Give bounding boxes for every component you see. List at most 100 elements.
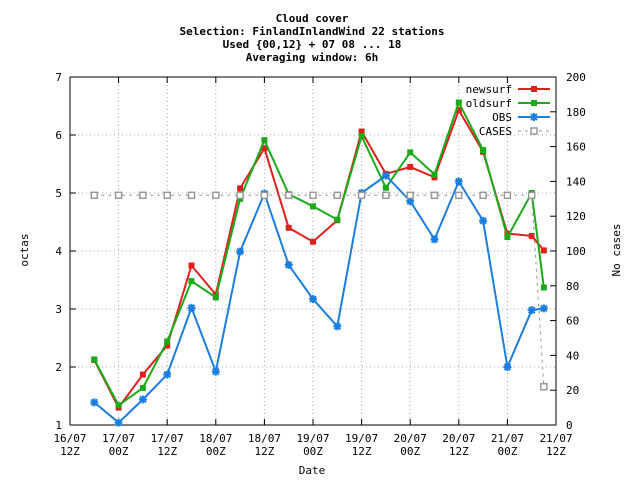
data-point: [358, 133, 365, 140]
chart-title: Cloud cover: [276, 12, 349, 25]
y-tick-label: 4: [55, 245, 62, 258]
data-point: [90, 398, 99, 407]
data-point: [539, 304, 548, 313]
data-point: [115, 402, 122, 409]
chart-subtitle-line-3: Averaging window: 6h: [246, 51, 378, 64]
data-point: [357, 191, 366, 200]
y-tick-label: 7: [55, 71, 62, 84]
axes: 123456702040608010012014016018020016/071…: [53, 71, 585, 458]
data-point: [455, 99, 462, 106]
data-point: [90, 191, 99, 200]
y2-tick-label: 120: [566, 210, 586, 223]
x-tick-label-date: 16/07: [53, 432, 86, 445]
x-tick-label-hour: 00Z: [109, 445, 129, 458]
data-point: [261, 145, 268, 152]
data-point: [406, 197, 415, 206]
x-axis-label: Date: [299, 464, 326, 477]
data-point: [284, 191, 293, 200]
x-tick-label-date: 20/07: [394, 432, 427, 445]
y2-axis-label: No cases: [610, 224, 623, 277]
data-point: [430, 235, 439, 244]
legend-item-obs: OBS: [492, 111, 550, 124]
data-point: [430, 191, 439, 200]
data-point: [212, 191, 220, 200]
y2-tick-label: 200: [566, 71, 586, 84]
data-point: [114, 418, 123, 427]
data-point: [333, 191, 342, 200]
data-point: [138, 395, 147, 404]
data-point: [455, 107, 462, 114]
data-point: [381, 171, 390, 180]
data-point: [527, 191, 536, 200]
data-point: [284, 260, 293, 269]
legend-label: OBS: [492, 111, 512, 124]
data-point: [334, 216, 341, 223]
y2-tick-label: 160: [566, 141, 586, 154]
x-tick-label-hour: 12Z: [352, 445, 372, 458]
legend-marker: [530, 127, 538, 135]
data-point: [479, 191, 487, 200]
data-point: [139, 384, 146, 391]
data-point: [454, 177, 463, 186]
data-point: [407, 163, 414, 170]
x-tick-label-hour: 00Z: [206, 445, 226, 458]
x-tick-label-hour: 12Z: [449, 445, 469, 458]
data-point: [91, 356, 98, 363]
y-axis-label: octas: [18, 233, 31, 266]
legend-label: oldsurf: [466, 97, 512, 110]
legend-item-cases: CASES: [479, 125, 550, 138]
y-tick-label: 5: [55, 187, 62, 200]
x-tick-label-hour: 00Z: [400, 445, 420, 458]
chart-subtitle-line-1: Selection: FinlandInlandWind 22 stations: [180, 25, 445, 38]
legend-item-oldsurf: oldsurf: [466, 97, 550, 110]
legend-marker: [531, 86, 537, 92]
x-tick-label-hour: 12Z: [254, 445, 274, 458]
data-point: [310, 203, 316, 210]
x-tick-label-hour: 00Z: [497, 445, 517, 458]
data-point: [187, 303, 196, 312]
x-tick-label-date: 19/07: [296, 432, 329, 445]
data-point: [480, 147, 487, 154]
data-point: [503, 363, 512, 371]
data-point: [455, 191, 463, 200]
data-point: [540, 284, 547, 291]
data-point: [382, 184, 389, 191]
x-tick-label-hour: 12Z: [60, 445, 80, 458]
data-point: [211, 367, 220, 376]
data-point: [540, 382, 548, 391]
data-point: [236, 191, 244, 200]
data-point: [187, 191, 196, 200]
data-point: [285, 224, 292, 231]
grid: [70, 77, 556, 425]
data-point: [540, 247, 547, 254]
y-tick-label: 6: [55, 129, 62, 142]
data-point: [528, 232, 535, 239]
data-point: [260, 191, 269, 200]
y-tick-label: 3: [55, 303, 62, 316]
legend-label: CASES: [479, 125, 512, 138]
series-line-cases: [94, 194, 545, 387]
x-tick-label-date: 20/07: [442, 432, 475, 445]
series-line-newsurf: [93, 107, 545, 410]
series-group: [90, 99, 548, 427]
series-newsurf: [91, 107, 547, 411]
data-point: [406, 191, 414, 200]
data-point: [114, 191, 123, 200]
x-tick-label-date: 18/07: [199, 432, 232, 445]
data-point: [164, 342, 171, 349]
y-tick-label: 1: [55, 419, 62, 432]
data-point: [236, 247, 245, 256]
data-point: [310, 238, 316, 245]
data-point: [407, 149, 414, 156]
y2-tick-label: 60: [566, 315, 579, 328]
x-tick-label-date: 17/07: [151, 432, 184, 445]
series-obs: [90, 171, 548, 427]
data-point: [139, 371, 146, 378]
legend-item-newsurf: newsurf: [466, 83, 550, 96]
legend-marker: [531, 100, 537, 106]
data-point: [504, 234, 511, 241]
x-tick-label-date: 18/07: [248, 432, 281, 445]
y-tick-label: 2: [55, 361, 62, 374]
data-point: [139, 191, 147, 200]
